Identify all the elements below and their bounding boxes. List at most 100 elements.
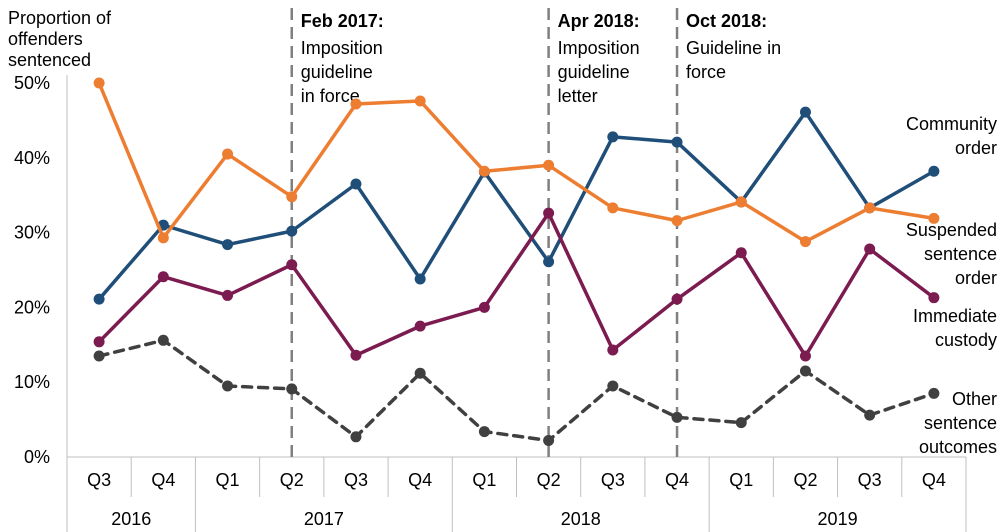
data-point bbox=[414, 273, 426, 285]
series-label: order bbox=[955, 138, 997, 158]
series-label: Suspended bbox=[906, 220, 997, 240]
series-line bbox=[97, 338, 936, 443]
event-marker-text: letter bbox=[558, 86, 598, 106]
data-point bbox=[157, 334, 169, 346]
data-point bbox=[157, 271, 169, 283]
series-label: order bbox=[955, 268, 997, 288]
data-point bbox=[93, 293, 105, 305]
x-tick-label: Q3 bbox=[344, 470, 368, 490]
data-point bbox=[93, 77, 105, 89]
y-tick-label: 40% bbox=[14, 148, 50, 168]
data-point bbox=[478, 165, 490, 177]
y-tick-label: 10% bbox=[14, 372, 50, 392]
x-year-label: 2018 bbox=[561, 509, 601, 529]
y-tick-label: 30% bbox=[14, 223, 50, 243]
data-point bbox=[928, 212, 940, 224]
event-marker-text: Guideline in bbox=[686, 38, 781, 58]
y-tick-label: 20% bbox=[14, 297, 50, 317]
data-point bbox=[864, 409, 876, 421]
data-point bbox=[414, 95, 426, 107]
y-axis-label: offenders bbox=[8, 29, 83, 49]
x-tick-label: Q1 bbox=[472, 470, 496, 490]
data-point bbox=[414, 367, 426, 379]
x-tick-label: Q3 bbox=[87, 470, 111, 490]
data-point bbox=[350, 349, 362, 361]
x-year-label: 2017 bbox=[304, 509, 344, 529]
x-tick-label: Q1 bbox=[216, 470, 240, 490]
series-label: custody bbox=[935, 330, 997, 350]
x-tick-label: Q4 bbox=[922, 470, 946, 490]
data-point bbox=[543, 207, 555, 219]
x-tick-label: Q2 bbox=[280, 470, 304, 490]
series-line bbox=[97, 81, 936, 244]
data-point bbox=[414, 320, 426, 332]
event-marker-title: Apr 2018: bbox=[558, 11, 640, 31]
data-point bbox=[607, 344, 619, 356]
data-point bbox=[478, 301, 490, 313]
data-point bbox=[350, 98, 362, 110]
data-point bbox=[222, 148, 234, 160]
event-marker-text: in force bbox=[301, 86, 360, 106]
event-marker-text: Imposition bbox=[558, 38, 640, 58]
series-label: Immediate bbox=[913, 306, 997, 326]
series-line bbox=[97, 110, 936, 301]
event-marker-text: force bbox=[686, 62, 726, 82]
series-label: sentence bbox=[924, 413, 997, 433]
event-marker-title: Oct 2018: bbox=[686, 11, 767, 31]
data-point bbox=[222, 380, 234, 392]
x-tick-label: Q4 bbox=[408, 470, 432, 490]
data-point bbox=[478, 426, 490, 438]
data-point bbox=[799, 106, 811, 118]
data-point bbox=[286, 191, 298, 203]
data-point bbox=[93, 350, 105, 362]
data-point bbox=[799, 365, 811, 377]
data-point bbox=[735, 417, 747, 429]
x-year-label: 2019 bbox=[818, 509, 858, 529]
data-point bbox=[671, 136, 683, 148]
data-point bbox=[222, 239, 234, 251]
data-point bbox=[671, 215, 683, 227]
series-label: sentence bbox=[924, 244, 997, 264]
event-marker-text: Imposition bbox=[301, 38, 383, 58]
series-label: outcomes bbox=[919, 437, 997, 457]
data-point bbox=[607, 380, 619, 392]
x-tick-label: Q2 bbox=[537, 470, 561, 490]
data-point bbox=[543, 256, 555, 268]
x-tick-label: Q1 bbox=[729, 470, 753, 490]
data-point bbox=[607, 131, 619, 143]
x-tick-label: Q4 bbox=[151, 470, 175, 490]
y-axis-label: Proportion of bbox=[8, 8, 112, 28]
data-point bbox=[157, 232, 169, 244]
data-point bbox=[350, 178, 362, 190]
x-tick-label: Q4 bbox=[665, 470, 689, 490]
data-point bbox=[799, 236, 811, 248]
series-line bbox=[97, 211, 936, 358]
event-marker-text: guideline bbox=[558, 62, 630, 82]
x-tick-label: Q2 bbox=[793, 470, 817, 490]
data-point bbox=[543, 159, 555, 171]
x-tick-label: Q3 bbox=[858, 470, 882, 490]
data-point bbox=[928, 165, 940, 177]
data-point bbox=[671, 293, 683, 305]
data-point bbox=[286, 259, 298, 271]
event-marker-title: Feb 2017: bbox=[301, 11, 384, 31]
data-point bbox=[286, 225, 298, 237]
event-marker-text: guideline bbox=[301, 62, 373, 82]
data-point bbox=[286, 383, 298, 395]
y-tick-label: 0% bbox=[24, 447, 50, 467]
y-tick-label: 50% bbox=[14, 73, 50, 93]
data-point bbox=[671, 411, 683, 423]
x-tick-label: Q3 bbox=[601, 470, 625, 490]
y-axis-label: sentenced bbox=[8, 50, 91, 70]
x-year-label: 2016 bbox=[111, 509, 151, 529]
series-label: Other bbox=[952, 389, 997, 409]
data-point bbox=[222, 289, 234, 301]
data-point bbox=[607, 202, 619, 214]
data-point bbox=[543, 435, 555, 447]
data-point bbox=[928, 387, 940, 399]
data-point bbox=[864, 243, 876, 255]
data-point bbox=[799, 350, 811, 362]
data-point bbox=[928, 292, 940, 304]
data-point bbox=[864, 202, 876, 214]
